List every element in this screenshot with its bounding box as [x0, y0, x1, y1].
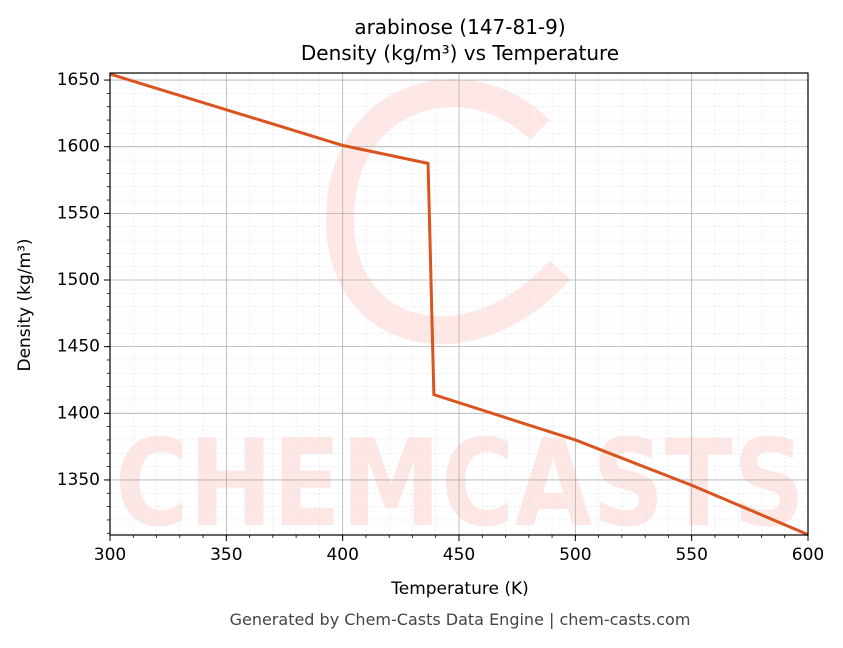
y-tick-label: 1550	[57, 203, 100, 223]
y-tick-label: 1600	[57, 137, 100, 157]
watermark-logo	[325, 79, 571, 345]
x-tick-label: 350	[210, 545, 242, 565]
x-axis-label: Temperature (K)	[390, 579, 529, 599]
y-tick-label: 1500	[57, 270, 100, 290]
chart-title: arabinose (147-81-9)	[354, 15, 565, 39]
chart-subtitle: Density (kg/m³) vs Temperature	[301, 41, 619, 65]
x-tick-label: 300	[94, 545, 126, 565]
x-tick-label: 500	[559, 545, 591, 565]
data-line	[109, 72, 809, 536]
watermark: CHEMCASTS	[115, 79, 805, 554]
plot-frame	[109, 72, 809, 536]
y-tick-label: 1450	[57, 337, 100, 357]
y-axis-label: Density (kg/m³)	[15, 238, 35, 371]
y-tick-label: 1350	[57, 470, 100, 490]
y-tick-label: 1650	[57, 70, 100, 90]
x-tick-label: 400	[326, 545, 358, 565]
x-tick-label: 550	[675, 545, 707, 565]
footer: Generated by Chem-Casts Data Engine | ch…	[230, 610, 691, 629]
x-tick-label: 600	[792, 545, 824, 565]
x-tick-label: 450	[443, 545, 475, 565]
y-tick-label: 1400	[57, 403, 100, 423]
